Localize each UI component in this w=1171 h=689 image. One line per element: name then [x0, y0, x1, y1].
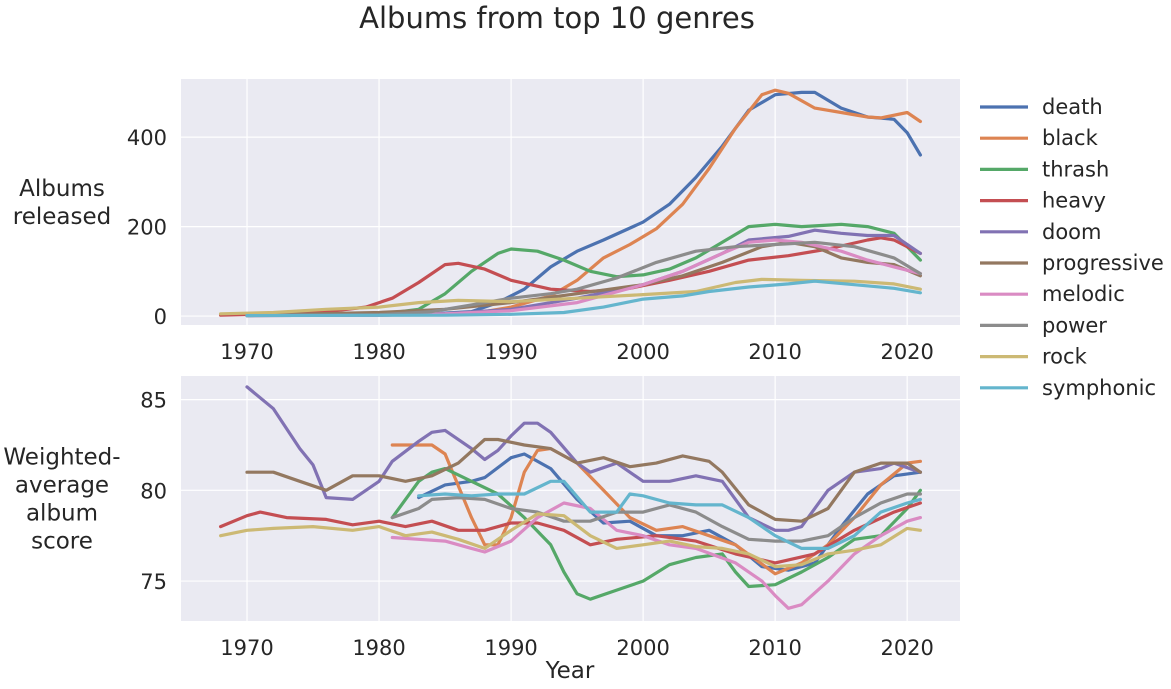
series-line-melodic [390, 501, 922, 610]
y-tick-label: 400 [127, 126, 167, 150]
series-line-black [390, 443, 922, 576]
legend-label-symphonic: symphonic [1042, 376, 1156, 400]
y-tick-label: 85 [140, 389, 167, 413]
legend-label-thrash: thrash [1042, 157, 1109, 181]
series-line-thrash [390, 467, 922, 601]
series-line-symphonic [417, 479, 922, 550]
x-tick-label: 1990 [484, 340, 537, 364]
series-line-melodic [245, 238, 922, 318]
y-axis-label: Albums released [13, 176, 111, 230]
legend-label-heavy: heavy [1042, 189, 1106, 213]
series-line-symphonic [245, 279, 922, 318]
legend-label-rock: rock [1042, 345, 1088, 369]
series-line-doom [245, 385, 922, 532]
figure-title: Albums from top 10 genres [359, 1, 755, 35]
series-line-thrash [245, 222, 922, 317]
x-tick-label: 1980 [352, 340, 405, 364]
legend-label-melodic: melodic [1042, 282, 1125, 306]
x-tick-label: 1990 [484, 636, 537, 660]
y-axis-label: Weighted-average album score [3, 445, 120, 555]
x-tick-label: 2000 [616, 636, 669, 660]
x-tick-label: 2020 [880, 636, 933, 660]
y-tick-label: 0 [154, 305, 167, 329]
legend-label-progressive: progressive [1042, 251, 1164, 275]
legend-label-death: death [1042, 95, 1103, 119]
y-tick-label: 80 [140, 479, 167, 503]
legend: death black thrash heavy doom progressive melo… [980, 95, 1164, 400]
series-line-power [390, 492, 922, 543]
x-tick-label: 1970 [220, 340, 273, 364]
legend-label-black: black [1042, 126, 1099, 150]
x-tick-label: 1980 [352, 636, 405, 660]
plot-area [181, 79, 960, 325]
x-axis-label: Year [545, 658, 595, 684]
series-line-rock [219, 512, 922, 569]
legend-label-doom: doom [1042, 220, 1101, 244]
x-tick-label: 2010 [748, 340, 801, 364]
series-line-power [245, 240, 922, 318]
panel-weighted-score: 1970 1980 1990 2000 2010 2020 75 80 85 Weighted-a… [3, 376, 960, 660]
y-tick-label: 200 [127, 216, 167, 240]
x-tick-label: 2010 [748, 636, 801, 660]
series-line-rock [219, 277, 922, 316]
series-line-progressive [245, 240, 922, 317]
x-tick-label: 2020 [880, 340, 933, 364]
x-tick-label: 2000 [616, 340, 669, 364]
legend-label-power: power [1042, 313, 1107, 337]
panel-albums-released: 1970 1980 1990 2000 2010 2020 0 200 400 Albums rel… [13, 79, 960, 364]
series-line-progressive [245, 437, 922, 523]
x-tick-label: 1970 [220, 636, 273, 660]
y-tick-label: 75 [140, 570, 167, 594]
